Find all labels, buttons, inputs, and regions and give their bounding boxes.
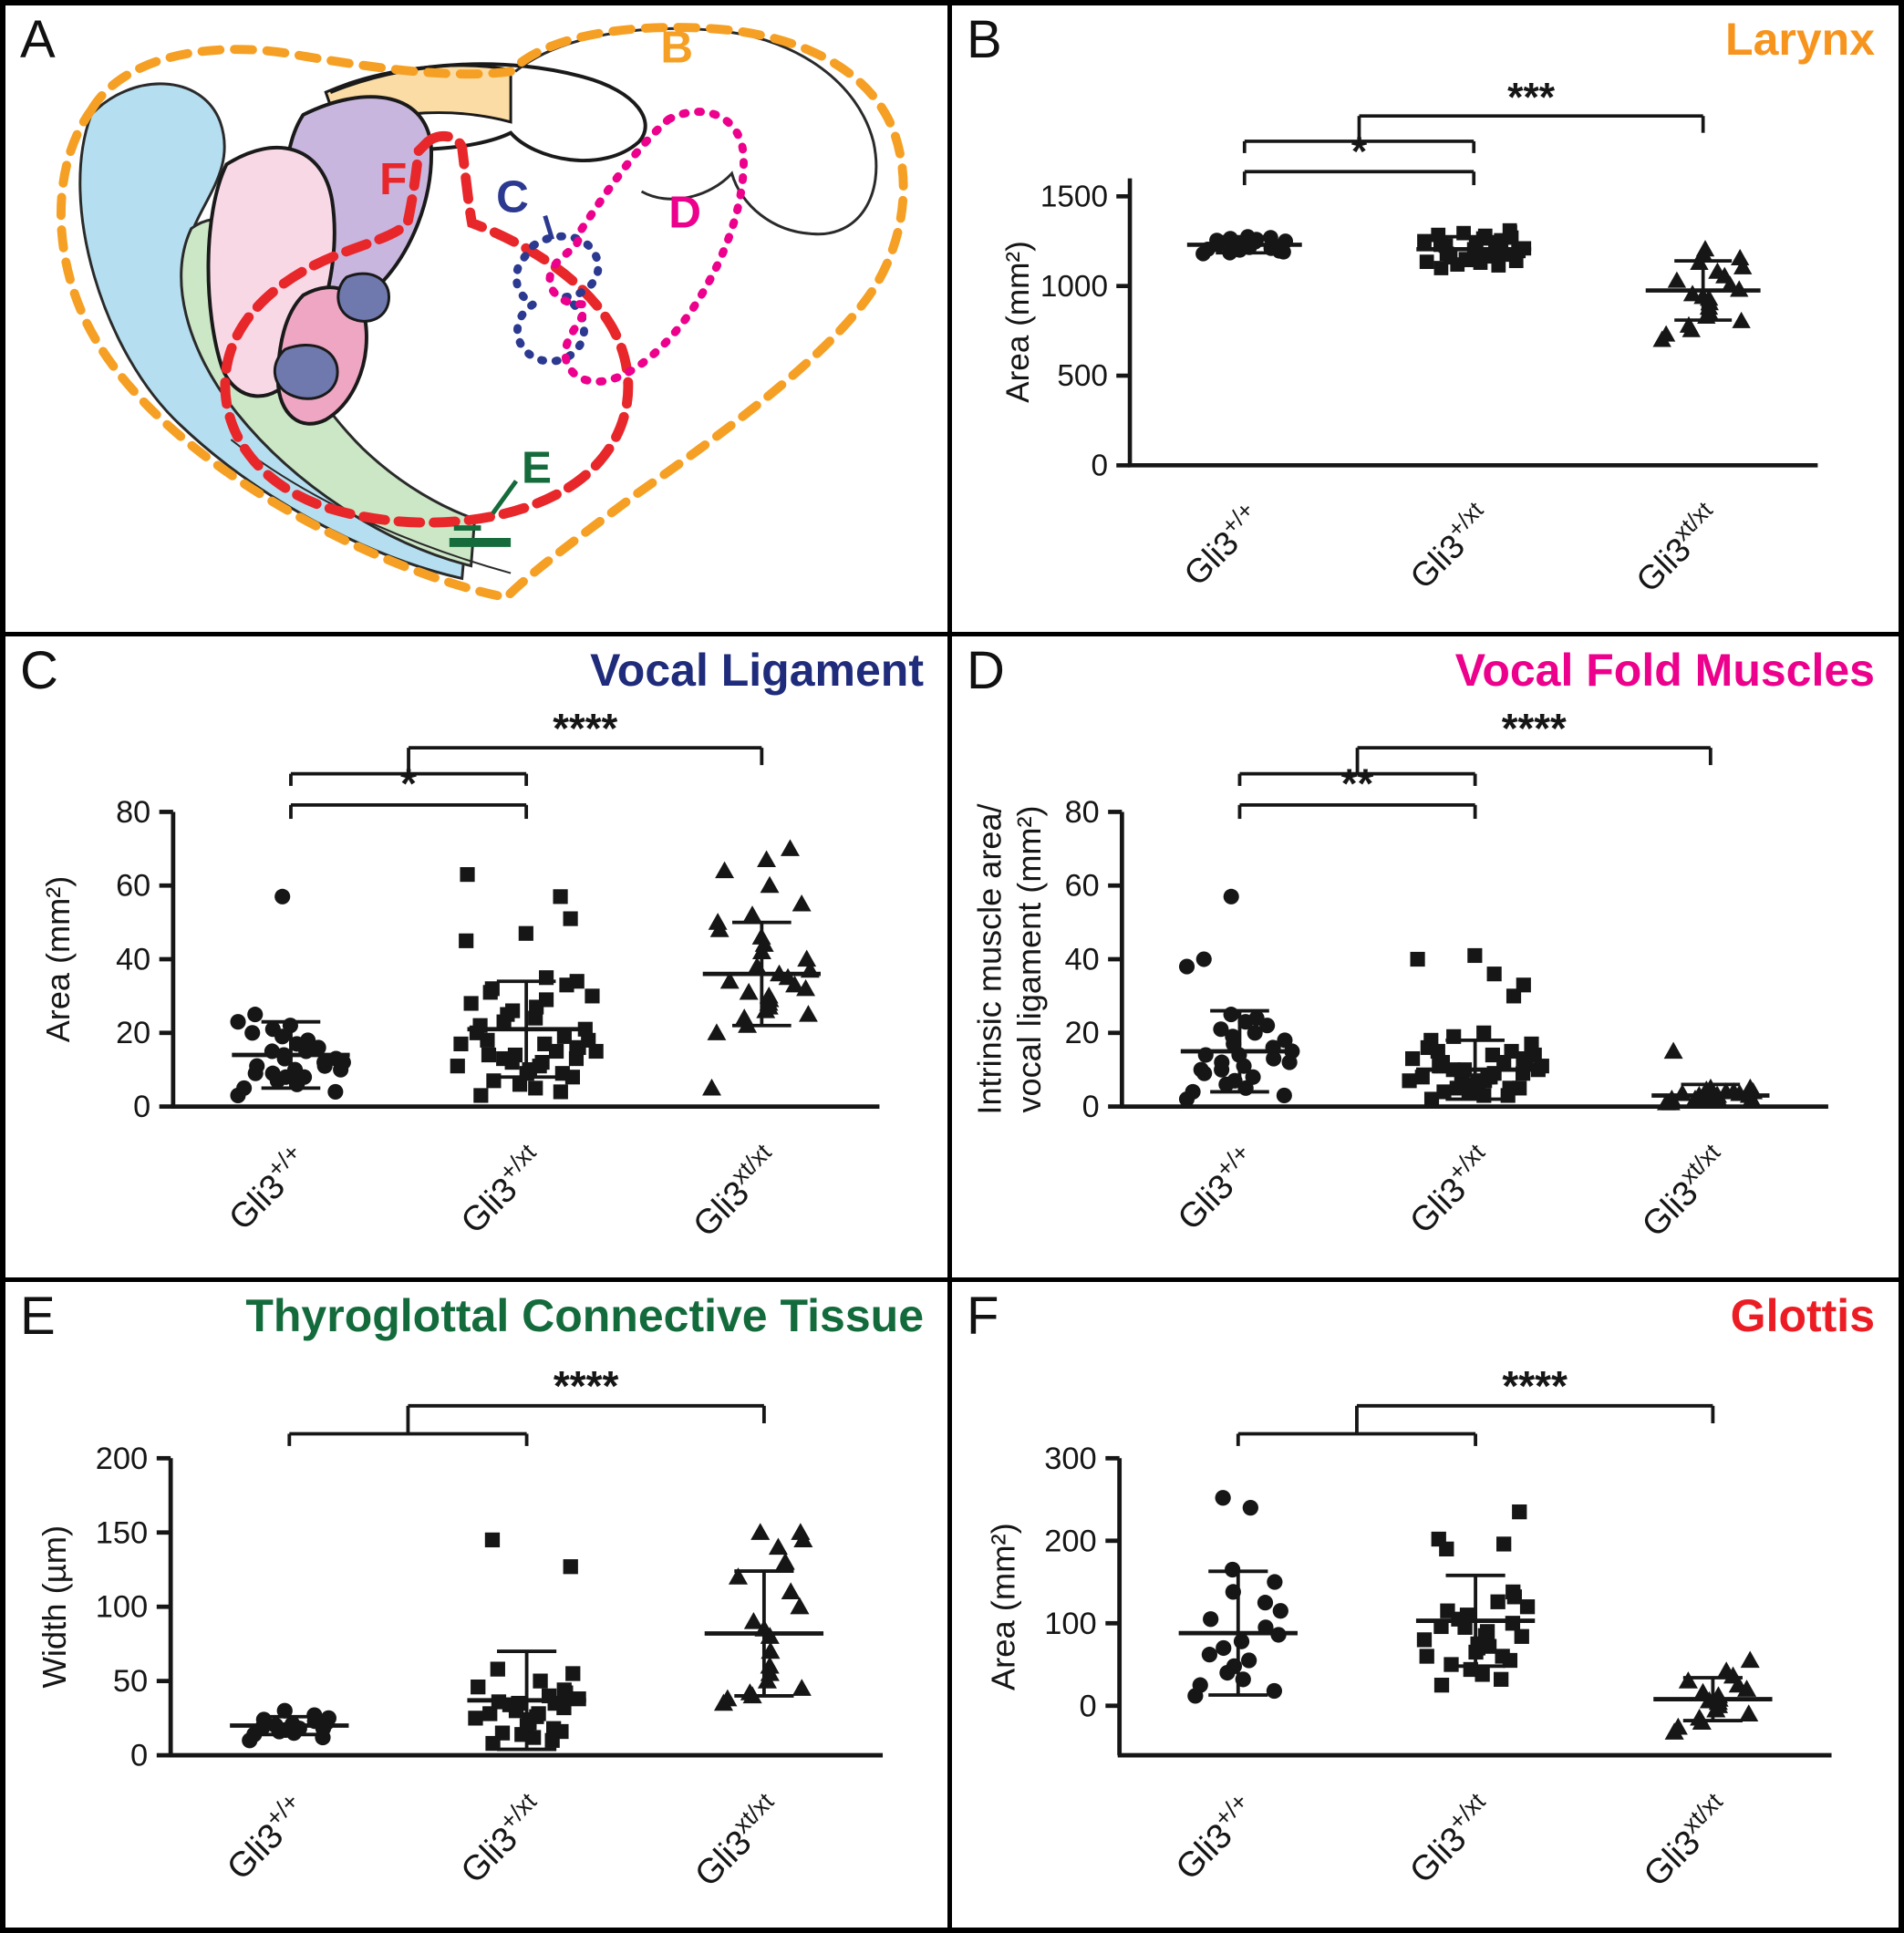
vocal-ligament-pointer bbox=[543, 214, 554, 241]
svg-text:Gli3+/xt: Gli3+/xt bbox=[1399, 1138, 1502, 1241]
larynx-schematic: B F C D E bbox=[57, 22, 908, 603]
label-c: C bbox=[496, 172, 529, 222]
svg-text:Width (µm): Width (µm) bbox=[36, 1525, 73, 1689]
panel-letter-d: D bbox=[967, 641, 1005, 700]
svg-text:****: **** bbox=[1502, 705, 1567, 751]
svg-text:Gli3+/+: Gli3+/+ bbox=[216, 1788, 316, 1888]
chart-glottis: 0 100 200 300 Area (mm²) Gli3+/+ Gli3+/xt Gli3x… bbox=[957, 1360, 1893, 1924]
svg-text:Gli3xt/xt: Gli3xt/xt bbox=[1633, 1787, 1741, 1895]
glottis-outline-red bbox=[220, 131, 634, 528]
svg-text:0: 0 bbox=[130, 1739, 148, 1773]
svg-text:40: 40 bbox=[1065, 942, 1100, 977]
chart-title-glottis: Glottis bbox=[1730, 1290, 1875, 1341]
svg-text:Area (mm²): Area (mm²) bbox=[985, 1523, 1022, 1690]
svg-text:Intrinsic muscle area/: Intrinsic muscle area/ bbox=[970, 802, 1008, 1114]
svg-text:60: 60 bbox=[1065, 869, 1100, 904]
panel-b: B Larynx 0 500 1000 1500 Area (mm²) Gli3+/+ Gl… bbox=[952, 5, 1899, 636]
svg-text:Gli3+/xt: Gli3+/xt bbox=[450, 1138, 554, 1241]
right-cartilage-outline bbox=[514, 26, 878, 236]
svg-text:150: 150 bbox=[96, 1515, 149, 1550]
panel-letter-b: B bbox=[967, 10, 1002, 69]
top-cartilage-outline bbox=[329, 62, 647, 162]
svg-text:500: 500 bbox=[1057, 359, 1108, 393]
svg-text:40: 40 bbox=[116, 942, 150, 977]
chart-title-vocal-fold-muscles: Vocal Fold Muscles bbox=[1454, 645, 1875, 696]
svg-text:0: 0 bbox=[1091, 449, 1108, 482]
chart-larynx: 0 500 1000 1500 Area (mm²) Gli3+/+ Gli3+/xt Gli… bbox=[957, 76, 1893, 628]
svg-text:60: 60 bbox=[116, 869, 150, 904]
svg-text:Gli3+/+: Gli3+/+ bbox=[1164, 1788, 1265, 1888]
label-f: F bbox=[379, 154, 407, 204]
svg-text:0: 0 bbox=[133, 1090, 150, 1124]
inner-right-outline bbox=[230, 439, 512, 574]
panel-d: D Vocal Fold Muscles 0 20 40 60 80 Intrinsic … bbox=[952, 636, 1899, 1282]
svg-text:Area (mm²): Area (mm²) bbox=[1000, 241, 1036, 403]
chart-title-vocal-ligament: Vocal Ligament bbox=[590, 645, 924, 696]
svg-text:****: **** bbox=[1502, 1362, 1568, 1410]
svg-text:***: *** bbox=[1507, 76, 1556, 120]
vocal-ligament-outline-navy bbox=[512, 232, 603, 366]
chart-title-thyroglottal: Thyroglottal Connective Tissue bbox=[245, 1290, 924, 1341]
svg-text:Gli3xt/xt: Gli3xt/xt bbox=[1631, 1138, 1738, 1245]
panel-e: E Thyroglottal Connective Tissue 0 50 100 1… bbox=[5, 1282, 952, 1928]
arytenoid-left-lower bbox=[273, 344, 339, 400]
panel-c: C Vocal Ligament 0 20 40 60 80 Area (mm²) Gli3… bbox=[5, 636, 952, 1282]
svg-text:Gli3+/+: Gli3+/+ bbox=[218, 1139, 317, 1238]
svg-text:****: **** bbox=[554, 1362, 619, 1410]
muscle-region-outline-magenta bbox=[545, 108, 748, 386]
svg-text:0: 0 bbox=[1080, 1689, 1097, 1723]
svg-text:Gli3xt/xt: Gli3xt/xt bbox=[684, 1787, 792, 1895]
svg-text:Gli3+/xt: Gli3+/xt bbox=[1399, 1787, 1503, 1891]
label-d: D bbox=[668, 188, 701, 238]
panel-letter-c: C bbox=[20, 641, 58, 700]
panel-a: A B F C D bbox=[5, 5, 952, 636]
svg-text:Gli3xt/xt: Gli3xt/xt bbox=[682, 1138, 789, 1245]
svg-text:Gli3+/xt: Gli3+/xt bbox=[1401, 497, 1500, 596]
chart-vocal-fold-muscles: 0 20 40 60 80 Intrinsic muscle area/vocal lig… bbox=[957, 705, 1893, 1274]
svg-text:Gli3xt/xt: Gli3xt/xt bbox=[1627, 497, 1729, 599]
svg-text:100: 100 bbox=[1044, 1607, 1097, 1641]
svg-text:80: 80 bbox=[116, 795, 150, 830]
svg-text:20: 20 bbox=[116, 1016, 150, 1050]
chart-thyroglottal: 0 50 100 150 200 Width (µm) Gli3+/+ Gli3+/xt Gli… bbox=[11, 1360, 942, 1924]
arytenoid-left-upper bbox=[336, 272, 391, 323]
svg-text:1500: 1500 bbox=[1040, 180, 1108, 213]
svg-text:1000: 1000 bbox=[1040, 270, 1108, 304]
chart-vocal-ligament: 0 20 40 60 80 Area (mm²) Gli3+/+ Gli3+/xt Gli3xt… bbox=[11, 705, 942, 1274]
chart-title-larynx: Larynx bbox=[1725, 14, 1875, 65]
svg-text:300: 300 bbox=[1044, 1442, 1097, 1476]
svg-text:50: 50 bbox=[113, 1664, 148, 1699]
panel-letter-f: F bbox=[967, 1287, 999, 1346]
svg-text:100: 100 bbox=[96, 1590, 149, 1625]
svg-text:0: 0 bbox=[1082, 1090, 1100, 1124]
panel-f: F Glottis 0 100 200 300 Area (mm²) Gli3+/+ Gli… bbox=[952, 1282, 1899, 1928]
svg-text:200: 200 bbox=[1044, 1524, 1097, 1558]
svg-text:20: 20 bbox=[1065, 1016, 1100, 1050]
panel-letter-e: E bbox=[20, 1287, 56, 1346]
svg-text:Gli3+/+: Gli3+/+ bbox=[1174, 497, 1270, 593]
svg-text:Gli3+/+: Gli3+/+ bbox=[1167, 1139, 1267, 1238]
svg-text:Gli3+/xt: Gli3+/xt bbox=[450, 1787, 554, 1891]
thyroglottal-pointer bbox=[491, 480, 519, 515]
svg-text:Area (mm²): Area (mm²) bbox=[39, 876, 77, 1043]
panel-letter-a: A bbox=[20, 10, 56, 69]
svg-text:200: 200 bbox=[96, 1442, 149, 1476]
svg-text:****: **** bbox=[553, 705, 617, 751]
label-e: E bbox=[522, 443, 552, 493]
label-b: B bbox=[660, 22, 693, 72]
svg-text:80: 80 bbox=[1065, 795, 1100, 830]
svg-text:vocal ligament (mm²): vocal ligament (mm²) bbox=[1010, 805, 1048, 1112]
